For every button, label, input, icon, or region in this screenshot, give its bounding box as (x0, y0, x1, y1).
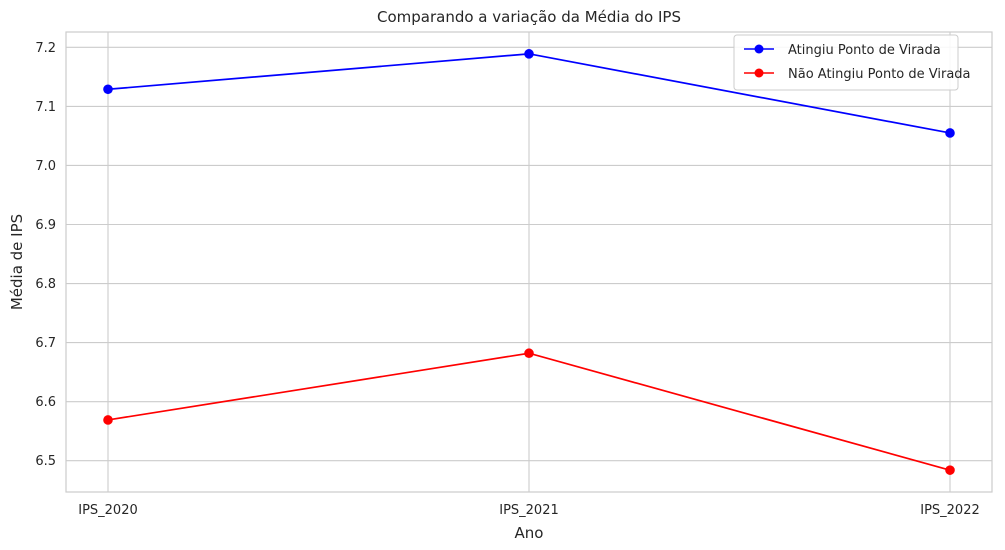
y-tick-label: 6.6 (35, 395, 56, 410)
data-point-series-1 (945, 465, 955, 475)
data-point-series-0 (524, 49, 534, 59)
y-tick-label: 6.8 (35, 277, 56, 292)
legend-label-series-1: Não Atingiu Ponto de Virada (788, 67, 971, 82)
legend: Atingiu Ponto de Virada Não Atingiu Pont… (733, 34, 971, 91)
legend-box (733, 34, 959, 91)
y-axis-label: Média de IPS (8, 214, 26, 310)
x-tick-label: IPS_2021 (499, 503, 559, 518)
data-point-series-1 (524, 348, 534, 359)
grid-lines (66, 32, 992, 492)
plot-frame (65, 31, 993, 493)
y-tick-label: 6.5 (35, 454, 56, 469)
x-tick-label: IPS_2022 (920, 503, 980, 518)
data-point-series-1 (103, 415, 113, 425)
chart-title: Comparando a variação da Média do IPS (377, 8, 681, 26)
x-axis-label: Ano (515, 524, 544, 542)
legend-label-series-0: Atingiu Ponto de Virada (788, 43, 941, 58)
series-layer (103, 49, 955, 475)
y-tick-label: 7.1 (35, 100, 56, 115)
legend-marker-series-0 (754, 44, 764, 54)
y-tick-label: 7.2 (35, 41, 56, 56)
data-point-series-0 (945, 128, 955, 138)
x-tick-label: IPS_2020 (78, 503, 138, 518)
legend-marker-series-1 (754, 68, 764, 78)
y-tick-label: 6.7 (35, 336, 56, 351)
tick-labels: 6.5 6.6 6.7 6.8 6.9 7.0 7.1 7.2 IPS_2020 IPS_2021… (35, 41, 979, 518)
data-point-series-0 (103, 84, 113, 95)
y-tick-label: 7.0 (35, 159, 56, 174)
y-tick-label: 6.9 (35, 218, 56, 233)
